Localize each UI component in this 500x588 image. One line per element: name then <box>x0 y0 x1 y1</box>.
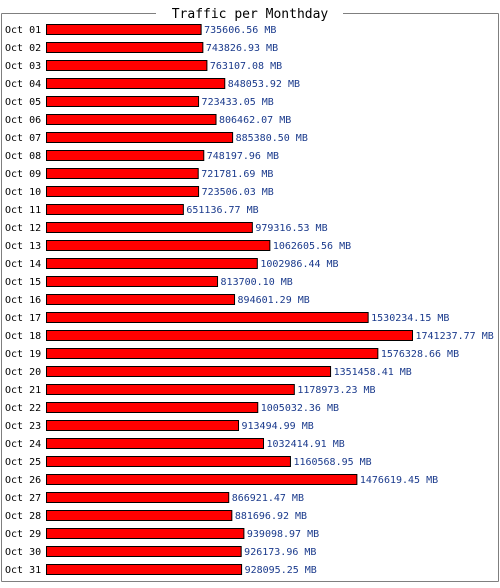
value-label: 939098.97 MB <box>247 529 319 540</box>
category-label: Oct 15 <box>5 277 41 288</box>
category-label: Oct 28 <box>5 511 41 522</box>
bar <box>46 114 217 125</box>
value-label: 1002986.44 MB <box>260 259 338 270</box>
value-label: 885380.50 MB <box>236 133 308 144</box>
bar <box>46 384 295 395</box>
bar <box>46 510 233 521</box>
bar <box>46 492 230 503</box>
category-label: Oct 14 <box>5 259 41 270</box>
value-label: 1160568.95 MB <box>293 457 371 468</box>
bar <box>46 132 234 143</box>
category-label: Oct 22 <box>5 403 41 414</box>
value-label: 721781.69 MB <box>201 169 273 180</box>
category-label: Oct 30 <box>5 547 41 558</box>
bar <box>46 294 236 305</box>
value-label: 894601.29 MB <box>238 295 310 306</box>
value-label: 651136.77 MB <box>186 205 258 216</box>
category-label: Oct 25 <box>5 457 41 468</box>
category-label: Oct 20 <box>5 367 41 378</box>
value-label: 913494.99 MB <box>242 421 314 432</box>
bar <box>46 564 243 575</box>
category-label: Oct 10 <box>5 187 41 198</box>
value-label: 723506.03 MB <box>202 187 274 198</box>
chart-title: Traffic per Monthday <box>172 7 329 22</box>
bar <box>46 150 205 161</box>
category-label: Oct 05 <box>5 97 41 108</box>
category-label: Oct 31 <box>5 565 41 576</box>
bar <box>46 402 259 413</box>
bar <box>46 420 240 431</box>
category-label: Oct 03 <box>5 61 41 72</box>
value-label: 866921.47 MB <box>232 493 304 504</box>
bar <box>46 258 258 269</box>
category-label: Oct 02 <box>5 43 41 54</box>
category-label: Oct 13 <box>5 241 41 252</box>
category-label: Oct 04 <box>5 79 41 90</box>
bar-rows: Oct 01 735606.56 MB Oct 02 743826.93 MB Oct … <box>5 24 494 576</box>
bar <box>46 312 369 323</box>
value-label: 735606.56 MB <box>204 25 276 36</box>
value-label: 1005032.36 MB <box>261 403 339 414</box>
category-label: Oct 26 <box>5 475 41 486</box>
category-label: Oct 21 <box>5 385 41 396</box>
category-label: Oct 19 <box>5 349 41 360</box>
value-label: 813700.10 MB <box>221 277 293 288</box>
bar <box>46 474 358 485</box>
category-label: Oct 24 <box>5 439 41 450</box>
category-label: Oct 29 <box>5 529 41 540</box>
value-label: 723433.05 MB <box>202 97 274 108</box>
category-label: Oct 18 <box>5 331 41 342</box>
value-label: 763107.08 MB <box>210 61 282 72</box>
value-label: 979316.53 MB <box>255 223 327 234</box>
bar <box>46 276 219 287</box>
value-label: 1476619.45 MB <box>360 475 438 486</box>
category-label: Oct 16 <box>5 295 41 306</box>
bar <box>46 366 332 377</box>
value-label: 881696.92 MB <box>235 511 307 522</box>
category-label: Oct 06 <box>5 115 41 126</box>
value-label: 928095.25 MB <box>245 565 317 576</box>
bar <box>46 222 253 233</box>
bar <box>46 546 242 557</box>
bar <box>46 438 265 449</box>
category-label: Oct 08 <box>5 151 41 162</box>
bar <box>46 330 413 341</box>
category-label: Oct 17 <box>5 313 41 324</box>
value-label: 848053.92 MB <box>228 79 300 90</box>
category-label: Oct 12 <box>5 223 41 234</box>
value-label: 1351458.41 MB <box>334 367 412 378</box>
value-label: 926173.96 MB <box>244 547 316 558</box>
value-label: 806462.07 MB <box>219 115 291 126</box>
bar <box>46 168 199 179</box>
category-label: Oct 01 <box>5 25 41 36</box>
bar <box>46 240 271 251</box>
category-label: Oct 07 <box>5 133 41 144</box>
bar <box>46 456 291 467</box>
bar <box>46 204 184 215</box>
value-label: 1178973.23 MB <box>297 385 375 396</box>
value-label: 1741237.77 MB <box>416 331 494 342</box>
bar <box>46 78 226 89</box>
bar <box>46 60 208 71</box>
bar <box>46 24 202 35</box>
bar <box>46 42 204 53</box>
bar <box>46 186 200 197</box>
category-label: Oct 11 <box>5 205 41 216</box>
category-label: Oct 27 <box>5 493 41 504</box>
category-label: Oct 09 <box>5 169 41 180</box>
bar <box>46 348 379 359</box>
bar <box>46 96 200 107</box>
value-label: 1530234.15 MB <box>371 313 449 324</box>
value-label: 1062605.56 MB <box>273 241 351 252</box>
value-label: 1032414.91 MB <box>267 439 345 450</box>
value-label: 748197.96 MB <box>207 151 279 162</box>
bar <box>46 528 245 539</box>
value-label: 743826.93 MB <box>206 43 278 54</box>
value-label: 1576328.66 MB <box>381 349 459 360</box>
category-label: Oct 23 <box>5 421 41 432</box>
